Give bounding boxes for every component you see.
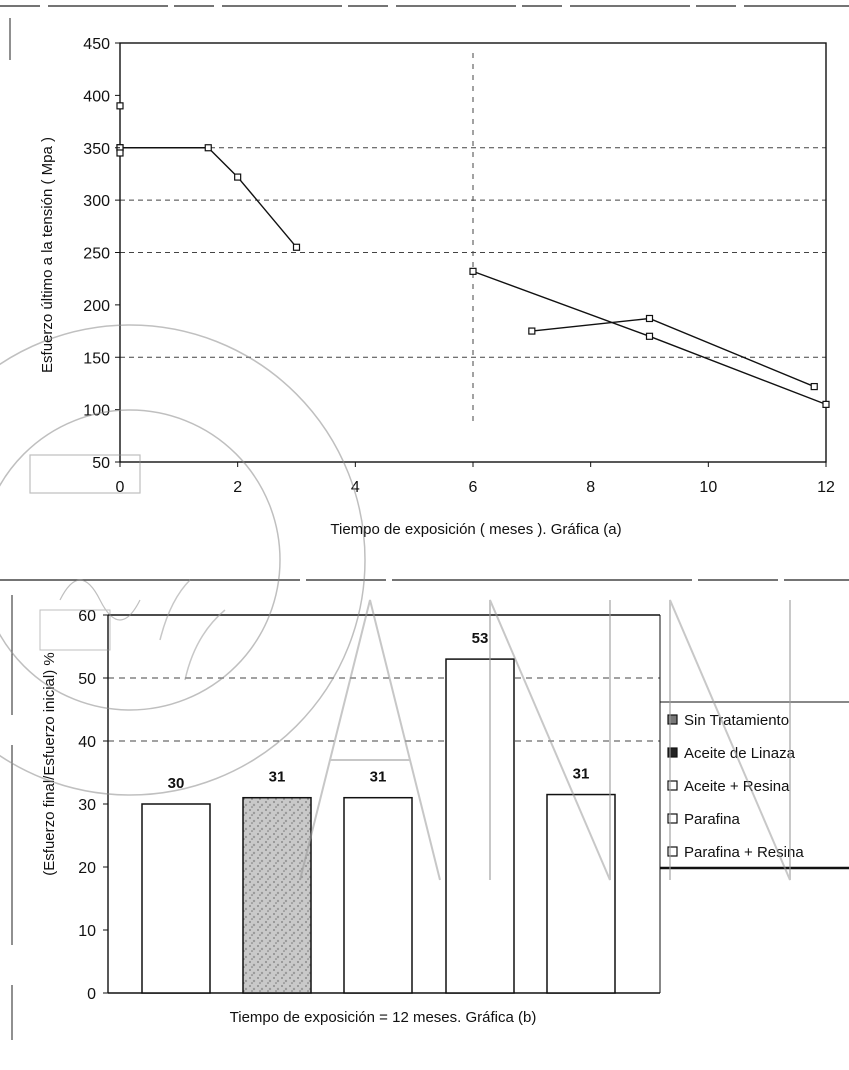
chart-a-markers [116, 102, 830, 408]
chart-a-x-ticks: 0 2 4 6 8 10 12 [116, 462, 835, 496]
x-tick-label: 2 [233, 479, 242, 496]
chart-b-x-label: Tiempo de exposición = 12 meses. Gráfica… [230, 1009, 537, 1026]
x-tick-label: 12 [817, 479, 835, 496]
bar [445, 658, 515, 994]
x-tick-label: 8 [586, 479, 595, 496]
y-tick-label: 60 [78, 608, 96, 625]
legend-swatch [667, 747, 678, 758]
y-tick-label: 0 [87, 986, 96, 1003]
y-tick-label: 30 [78, 797, 96, 814]
y-tick-label: 100 [83, 403, 110, 420]
chart-b-legend: Sin Tratamiento Aceite de Linaza Aceite + … [660, 701, 849, 870]
chart-a-y-ticks: 50 100 150 200 250 300 350 400 450 [83, 36, 120, 472]
legend-label: Parafina [684, 811, 741, 828]
series-line-4 [531, 317, 815, 388]
y-tick-label: 50 [78, 671, 96, 688]
bar [546, 793, 616, 994]
chart-b-data-labels: 30 31 31 53 31 [168, 630, 590, 792]
legend-swatch [667, 846, 678, 857]
data-point [116, 102, 124, 110]
data-point [116, 149, 124, 157]
bar-data-label: 31 [269, 769, 286, 786]
legend-swatch [667, 813, 678, 824]
data-point [645, 314, 654, 323]
y-tick-label: 200 [83, 298, 110, 315]
x-tick-label: 4 [351, 479, 360, 496]
chart-a: 0 2 4 6 8 10 12 50 100 150 200 250 300 350 400 450 Tie… [39, 36, 835, 538]
chart-a-gridlines [120, 53, 826, 422]
chart-a-y-label: Esfuerzo último a la tensión ( Mpa ) [39, 137, 56, 373]
y-tick-label: 20 [78, 860, 96, 877]
x-tick-label: 10 [699, 479, 717, 496]
y-tick-label: 450 [83, 36, 110, 53]
chart-b-bars [141, 658, 616, 994]
data-point [234, 173, 242, 181]
bar [343, 796, 413, 994]
chart-b-y-ticks: 0 10 20 30 40 50 60 [78, 608, 108, 1003]
y-tick-label: 300 [83, 193, 110, 210]
chart-b-y-label: (Esfuerzo final/Esfuerzo inicial) % [41, 652, 58, 875]
legend-label: Aceite + Resina [684, 778, 790, 795]
data-point [528, 327, 536, 335]
bar-data-label: 31 [573, 766, 590, 783]
y-tick-label: 350 [83, 141, 110, 158]
y-tick-label: 250 [83, 246, 110, 263]
data-point [469, 267, 477, 275]
legend-swatch [667, 780, 678, 791]
legend-label: Parafina + Resina [684, 844, 804, 861]
chart-a-x-label: Tiempo de exposición ( meses ). Gráfica … [330, 521, 621, 538]
bar [242, 796, 312, 994]
y-tick-label: 10 [78, 923, 96, 940]
legend-swatch [667, 714, 678, 725]
legend-label: Aceite de Linaza [684, 745, 796, 762]
bar [141, 803, 211, 994]
bar-data-label: 30 [168, 775, 185, 792]
x-tick-label: 0 [116, 479, 125, 496]
y-tick-label: 150 [83, 350, 110, 367]
data-point [204, 144, 212, 152]
y-tick-label: 50 [92, 455, 110, 472]
data-point [292, 243, 301, 251]
data-point [810, 382, 818, 391]
legend-label: Sin Tratamiento [684, 712, 789, 729]
bar-data-label: 31 [370, 769, 387, 786]
chart-b-gridlines [108, 677, 660, 742]
chart-b: 30 31 31 53 31 0 10 20 30 40 50 60 Sin Tratamiento… [41, 608, 849, 1026]
series-line-2 [207, 147, 298, 248]
data-point [822, 400, 830, 408]
bar-data-label: 53 [472, 630, 489, 647]
data-point [645, 332, 654, 340]
x-tick-label: 6 [469, 479, 478, 496]
y-tick-label: 400 [83, 88, 110, 105]
y-tick-label: 40 [78, 734, 96, 751]
